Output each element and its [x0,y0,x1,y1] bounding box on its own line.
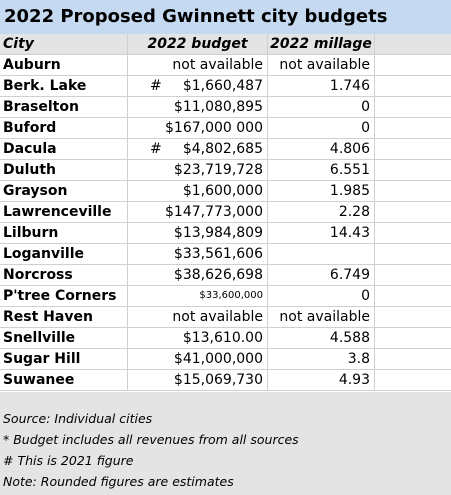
empty-cell [375,97,451,117]
city-cell: Lawrenceville [0,202,128,222]
budget-cell: $41,000,000 [128,349,268,369]
city-cell: Duluth [0,160,128,180]
budget-cell: $13,984,809 [128,223,268,243]
city-cell: Norcross [0,265,128,285]
table-row: Snellville $13,610.00 4.588 [0,328,451,349]
empty-cell [375,139,451,159]
table-row: Auburn not available not available [0,55,451,76]
empty-cell [375,265,451,285]
millage-cell: not available [268,55,375,75]
millage-cell: 0 [268,286,375,306]
budget-cell: $33,600,000 [128,286,268,306]
empty-cell [375,286,451,306]
budget-cell: $15,069,730 [128,370,268,390]
millage-cell: not available [268,307,375,327]
millage-cell: 0 [268,97,375,117]
empty-cell [375,244,451,264]
table-row: Grayson $1,600,000 1.985 [0,181,451,202]
header-cell: 2022 budget [128,34,268,54]
table-row: Duluth $23,719,728 6.551 [0,160,451,181]
millage-cell: 6.551 [268,160,375,180]
city-cell: Berk. Lake [0,76,128,96]
empty-cell [375,160,451,180]
millage-cell: 14.43 [268,223,375,243]
millage-cell: 4.93 [268,370,375,390]
empty-cell [375,76,451,96]
empty-cell [375,181,451,201]
city-cell: Snellville [0,328,128,348]
budget-cell: $13,610.00 [128,328,268,348]
city-cell: Grayson [0,181,128,201]
budget-cell: not available [128,55,268,75]
budget-cell: $4,802,685 # [128,139,268,159]
budget-note-mark: # [150,141,162,157]
footnote: # This is 2021 figure [3,453,134,468]
empty-cell [375,202,451,222]
header-cell: City [0,34,128,54]
budget-cell: $1,600,000 [128,181,268,201]
city-cell: Braselton [0,97,128,117]
millage-cell: 3.8 [268,349,375,369]
table-row: Suwanee $15,069,730 4.93 [0,370,451,391]
title: 2022 Proposed Gwinnett city budgets [0,0,451,34]
millage-cell: 1.746 [268,76,375,96]
table-row: Norcross $38,626,698 6.749 [0,265,451,286]
city-cell: Lilburn [0,223,128,243]
table-row: Loganville $33,561,606 [0,244,451,265]
city-cell: Suwanee [0,370,128,390]
budget-cell: $38,626,698 [128,265,268,285]
empty-cell [375,328,451,348]
table-row: Sugar Hill $41,000,000 3.8 [0,349,451,370]
empty-cell [375,370,451,390]
empty-cell [375,118,451,138]
millage-cell: 0 [268,118,375,138]
table-row: Berk. Lake $1,660,487 #1.746 [0,76,451,97]
budget-cell: $23,719,728 [128,160,268,180]
millage-cell: 6.749 [268,265,375,285]
millage-cell: 4.806 [268,139,375,159]
empty-cell [375,307,451,327]
footnote: * Budget includes all revenues from all … [3,432,299,447]
city-cell: Loganville [0,244,128,264]
budget-cell: $167,000 000 [128,118,268,138]
table-row: Dacula $4,802,685 #4.806 [0,139,451,160]
footnote: Note: Rounded figures are estimates [3,474,234,489]
budget-cell: $33,561,606 [128,244,268,264]
city-cell: Buford [0,118,128,138]
budget-cell: $147,773,000 [128,202,268,222]
footnote: Source: Individual cities [3,411,153,426]
table-row: Braselton $11,080,895 0 [0,97,451,118]
millage-cell: 2.28 [268,202,375,222]
table-row: Lilburn $13,984,809 14.43 [0,223,451,244]
header-row: City 2022 budget 2022 millage [0,34,451,55]
city-cell: Rest Haven [0,307,128,327]
budget-cell: $1,660,487 # [128,76,268,96]
empty-cell [375,223,451,243]
budget-cell: $11,080,895 [128,97,268,117]
table-row: Rest Haven not available not available [0,307,451,328]
empty-cell [375,55,451,75]
footer: Source: Individual cities * Budget includ… [0,392,451,495]
table-row: Buford $167,000 000 0 [0,118,451,139]
millage-cell: 4.588 [268,328,375,348]
empty-cell [375,349,451,369]
city-cell: Auburn [0,55,128,75]
millage-cell: 1.985 [268,181,375,201]
table-row: Lawrenceville $147,773,000 2.28 [0,202,451,223]
city-cell: Sugar Hill [0,349,128,369]
city-cell: Dacula [0,139,128,159]
budget-cell: not available [128,307,268,327]
millage-cell [268,244,375,264]
budget-note-mark: # [150,78,162,94]
table-row: P'tree Corners $33,600,000 0 [0,286,451,307]
city-cell: P'tree Corners [0,286,128,306]
header-cell: 2022 millage [268,34,375,54]
header-cell [375,34,451,54]
